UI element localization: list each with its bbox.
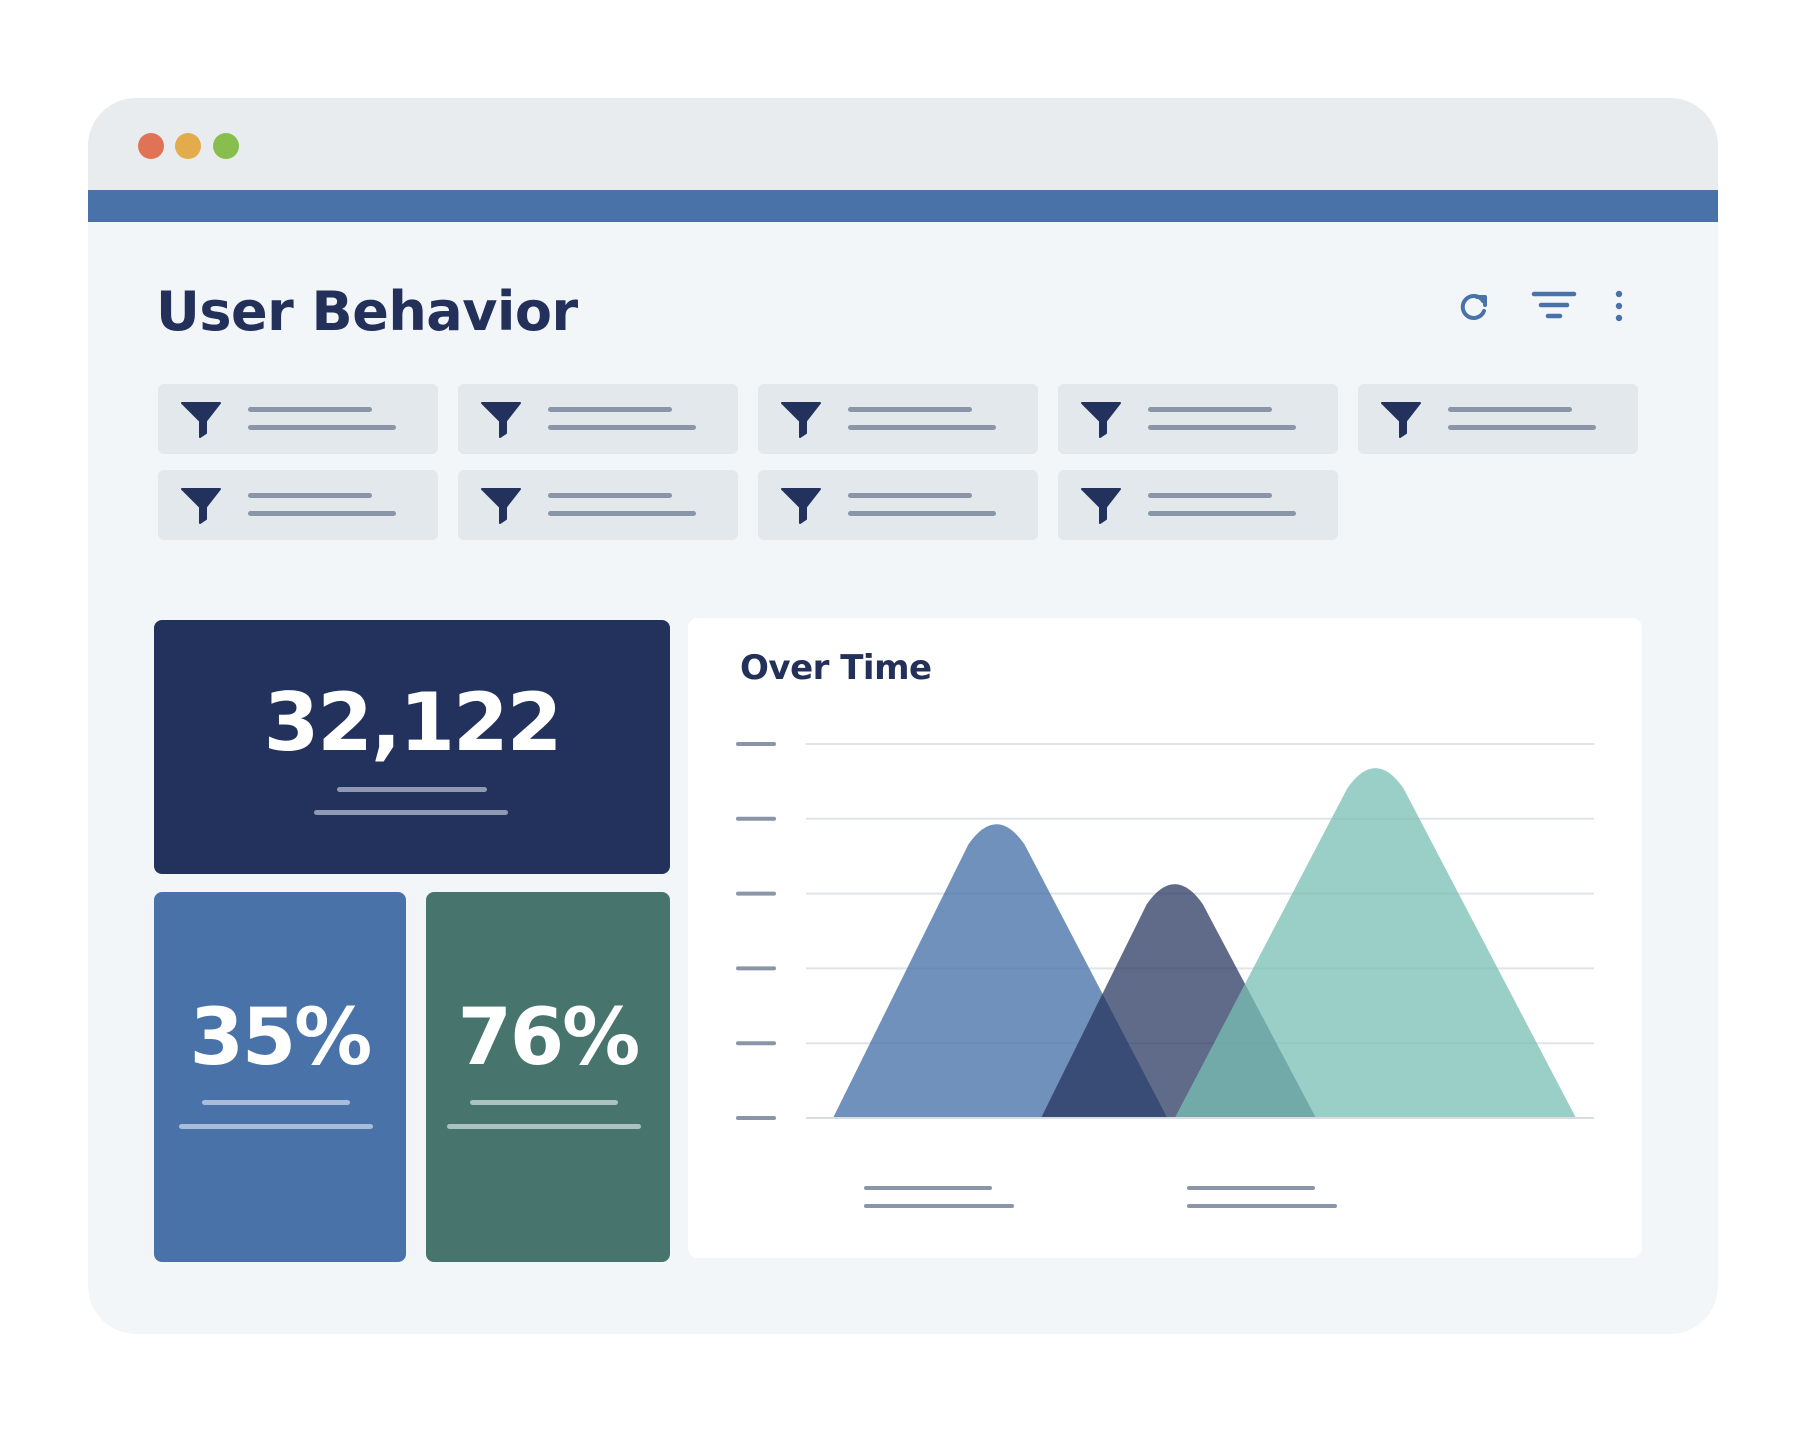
filter-chip[interactable] <box>458 384 738 454</box>
more-options-button[interactable] <box>1604 284 1634 328</box>
filter-chip[interactable] <box>1058 470 1338 540</box>
stat-label-line <box>202 1100 350 1105</box>
filter-label-line <box>1448 407 1572 412</box>
percentage-card-35[interactable]: 35% <box>154 892 406 1262</box>
page-title: User Behavior <box>156 280 578 343</box>
header-accent-bar <box>88 190 1718 222</box>
filter-chip[interactable] <box>158 384 438 454</box>
window-close-button[interactable] <box>138 133 164 159</box>
filter-label-line <box>848 407 972 412</box>
filter-label-line <box>1448 425 1596 430</box>
stat-label-line <box>314 810 508 815</box>
filter-label-line <box>1148 407 1272 412</box>
funnel-icon <box>1381 402 1421 438</box>
refresh-icon <box>1460 293 1487 320</box>
filter-label-line <box>548 493 672 498</box>
filter-chip[interactable] <box>1358 384 1638 454</box>
area-series-3 <box>1174 768 1576 1118</box>
window-titlebar <box>88 98 1718 190</box>
refresh-button[interactable] <box>1452 284 1496 328</box>
funnel-icon <box>181 488 221 524</box>
total-users-card[interactable]: 32,122 <box>154 620 670 874</box>
stat-label-line <box>179 1124 373 1129</box>
filter-label-line <box>248 511 396 516</box>
window-maximize-button[interactable] <box>213 133 239 159</box>
filter-label-line <box>548 511 696 516</box>
filter-label-line <box>548 425 696 430</box>
filter-lines-icon <box>1531 291 1577 319</box>
filter-label-line <box>848 425 996 430</box>
filter-label-line <box>1148 493 1272 498</box>
stat-label-line <box>470 1100 618 1105</box>
filter-label-line <box>848 493 972 498</box>
filter-chip[interactable] <box>758 384 1038 454</box>
filter-label-line <box>1148 511 1296 516</box>
filter-label-line <box>248 407 372 412</box>
percentage-value-35: 35% <box>189 993 373 1083</box>
filter-label-line <box>248 425 396 430</box>
stat-label-line <box>337 787 487 792</box>
percentage-value-76: 76% <box>457 993 641 1083</box>
window-minimize-button[interactable] <box>175 133 201 159</box>
filter-label-line <box>548 407 672 412</box>
total-users-value: 32,122 <box>263 676 563 769</box>
filter-label-line <box>248 493 372 498</box>
funnel-icon <box>481 488 521 524</box>
percentage-card-76[interactable]: 76% <box>426 892 670 1262</box>
funnel-icon <box>1081 402 1121 438</box>
over-time-chart <box>736 742 1594 1208</box>
stat-label-line <box>447 1124 641 1129</box>
filter-chip[interactable] <box>1058 384 1338 454</box>
over-time-chart-card: Over Time <box>688 618 1642 1258</box>
app-window: User Behavior 32,122 35% 76% <box>88 98 1718 1334</box>
funnel-icon <box>781 488 821 524</box>
filter-chip[interactable] <box>458 470 738 540</box>
funnel-icon <box>481 402 521 438</box>
filter-options-button[interactable] <box>1528 284 1580 328</box>
funnel-icon <box>181 402 221 438</box>
funnel-icon <box>781 402 821 438</box>
filter-chip[interactable] <box>758 470 1038 540</box>
more-vertical-icon <box>1615 290 1623 322</box>
filter-label-line <box>848 511 996 516</box>
chart-title: Over Time <box>740 648 932 688</box>
funnel-icon <box>1081 488 1121 524</box>
filter-chip[interactable] <box>158 470 438 540</box>
filter-label-line <box>1148 425 1296 430</box>
